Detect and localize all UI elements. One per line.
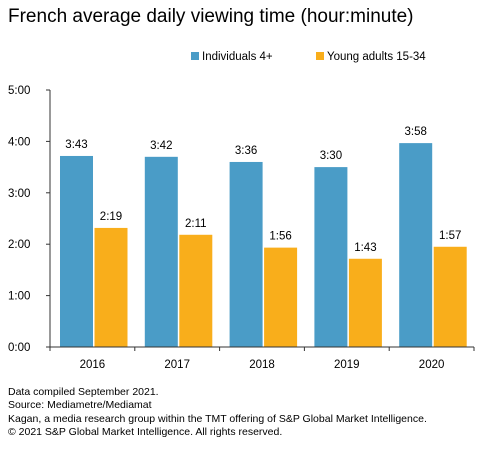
bar-chart: Individuals 4+ Young adults 15-34 0:00 1:00… bbox=[8, 51, 475, 371]
bar-data-label: 3:30 bbox=[320, 150, 342, 162]
bar-data-label: 3:43 bbox=[65, 139, 87, 151]
footer-date-note: Data compiled September 2021. bbox=[8, 386, 159, 398]
bar-0-3 bbox=[314, 167, 348, 347]
x-tick-label: 2019 bbox=[334, 359, 360, 371]
bar-data-label: 1:57 bbox=[439, 230, 461, 242]
bar-1-2 bbox=[264, 247, 298, 347]
bar-data-label: 2:11 bbox=[185, 218, 207, 230]
footer-copyright: © 2021 S&P Global Market Intelligence. A… bbox=[8, 425, 283, 438]
bar-data-label: 2:19 bbox=[100, 211, 122, 223]
chart-title: French average daily viewing time (hour:… bbox=[8, 6, 414, 27]
y-tick-label: 4:00 bbox=[8, 136, 30, 148]
y-tick-label: 0:00 bbox=[8, 342, 30, 354]
x-tick-label: 2016 bbox=[80, 359, 106, 371]
legend-swatch-1 bbox=[316, 52, 324, 60]
footer-source: Source: Mediametre/Mediamat bbox=[8, 399, 152, 412]
bar-data-label: 1:43 bbox=[354, 242, 376, 254]
y-tick-label: 1:00 bbox=[8, 291, 30, 303]
legend-label-1: Young adults 15-34 bbox=[327, 51, 426, 63]
bar-1-0 bbox=[94, 227, 128, 347]
bar-0-2 bbox=[229, 161, 263, 347]
bar-data-label: 3:58 bbox=[405, 126, 427, 138]
bar-0-4 bbox=[399, 143, 433, 347]
y-tick-label: 3:00 bbox=[8, 188, 30, 200]
bar-1-1 bbox=[179, 234, 213, 347]
legend-swatch-0 bbox=[191, 52, 199, 60]
bar-0-1 bbox=[144, 156, 178, 347]
y-tick-label: 2:00 bbox=[8, 239, 30, 251]
x-tick-label: 2018 bbox=[249, 359, 275, 371]
legend-label-0: Individuals 4+ bbox=[202, 51, 273, 63]
bar-data-label: 3:42 bbox=[150, 140, 172, 152]
chart-footer: Data compiled September 2021. Source: Me… bbox=[8, 386, 427, 439]
y-tick-label: 5:00 bbox=[8, 85, 30, 97]
bar-data-label: 1:56 bbox=[269, 231, 291, 243]
x-tick-label: 2017 bbox=[164, 359, 190, 371]
bar-1-4 bbox=[433, 246, 467, 347]
bar-1-3 bbox=[348, 258, 382, 347]
bar-data-label: 3:36 bbox=[235, 145, 257, 157]
x-tick-label: 2020 bbox=[419, 359, 445, 371]
footer-attribution: Kagan, a media research group within the… bbox=[8, 412, 427, 425]
bar-0-0 bbox=[60, 155, 93, 347]
